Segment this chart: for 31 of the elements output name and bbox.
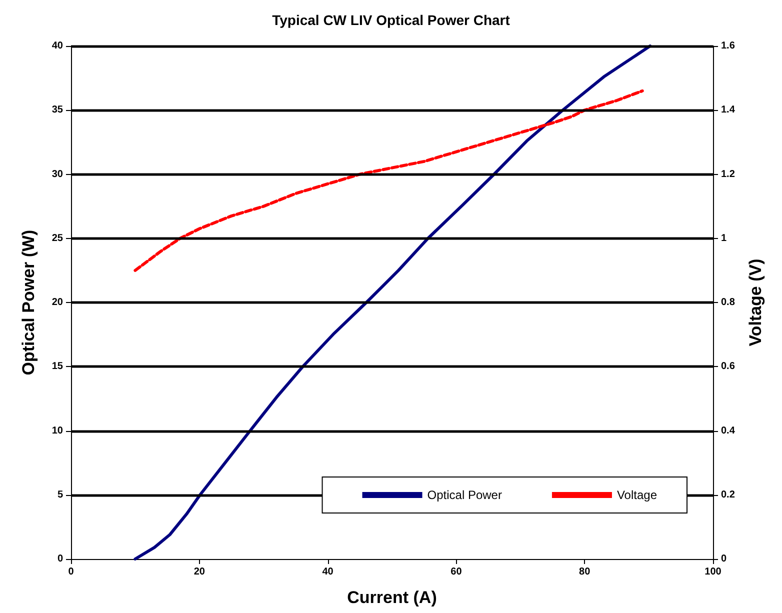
x-tick-label: 80	[579, 566, 591, 578]
y-tick-label: 30	[52, 168, 64, 180]
y-axis-title: Optical Power (W)	[19, 230, 38, 376]
line-series	[134, 89, 644, 272]
y-tick-label: 25	[52, 232, 64, 244]
legend-label: Optical Power	[427, 488, 502, 502]
y2-tick-label: 0	[721, 554, 727, 564]
y-tick-label: 35	[52, 104, 64, 116]
y-tick-label: 10	[52, 425, 64, 436]
y2-tick-label: 1.2	[721, 168, 736, 180]
legend-label: Voltage	[616, 488, 658, 502]
x-tick-label: 100	[704, 566, 722, 578]
y-tick-label: 15	[52, 361, 64, 372]
chart-title: Typical CW LIV Optical Power Chart	[272, 12, 510, 28]
y2-tick-label: 0.2	[721, 489, 736, 500]
y2-tick-label: 1.4	[721, 104, 736, 116]
y2-tick-label: 1.6	[721, 40, 736, 52]
y2-axis-title: Voltage (V)	[746, 258, 765, 346]
x-tick-label: 0	[68, 566, 74, 578]
x-axis-title: Current (A)	[347, 588, 437, 607]
y-tick-label: 5	[57, 489, 64, 500]
x-tick-label: 60	[450, 566, 462, 578]
y2-tick-label: 1	[721, 232, 727, 244]
y2-tick-label: 0.8	[721, 297, 736, 308]
y-tick-label: 20	[52, 297, 64, 308]
y2-tick-label: 0.4	[721, 425, 736, 436]
y-tick-label: 0	[57, 554, 64, 564]
y-tick-label: 40	[52, 40, 64, 52]
y2-tick-label: 0.6	[721, 361, 736, 372]
x-tick-label: 20	[194, 566, 206, 578]
x-tick-label: 40	[322, 566, 334, 578]
